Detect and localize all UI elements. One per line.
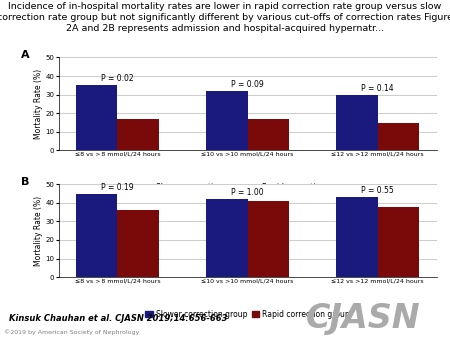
Bar [117, 210, 159, 277]
Legend: Slower correction group, Rapid correction group: Slower correction group, Rapid correctio… [142, 307, 353, 322]
Bar [206, 199, 248, 277]
Bar [378, 207, 419, 277]
Bar [378, 122, 419, 150]
Text: P = 1.00: P = 1.00 [231, 188, 264, 197]
Bar [248, 119, 289, 150]
Text: ©2019 by American Society of Nephrology: ©2019 by American Society of Nephrology [4, 329, 140, 335]
Bar [76, 193, 117, 277]
Text: A: A [21, 50, 29, 60]
Text: P = 0.55: P = 0.55 [361, 186, 394, 195]
Text: CJASN: CJASN [306, 301, 421, 335]
Text: P = 0.09: P = 0.09 [231, 80, 264, 89]
Text: Kinsuk Chauhan et al. CJASN 2019;14:656-663: Kinsuk Chauhan et al. CJASN 2019;14:656-… [9, 314, 228, 323]
Bar [248, 201, 289, 277]
Text: Incidence of in-hospital mortality rates are lower in rapid correction rate grou: Incidence of in-hospital mortality rates… [0, 2, 450, 33]
Legend: Slower correction group, Rapid correction group: Slower correction group, Rapid correctio… [142, 180, 353, 195]
Text: B: B [21, 177, 29, 187]
Y-axis label: Mortality Rate (%): Mortality Rate (%) [34, 69, 43, 139]
Bar [206, 91, 248, 150]
Bar [336, 95, 378, 150]
Bar [117, 119, 159, 150]
Text: P = 0.14: P = 0.14 [361, 84, 394, 93]
Y-axis label: Mortality Rate (%): Mortality Rate (%) [34, 196, 43, 266]
Bar [76, 85, 117, 150]
Text: P = 0.02: P = 0.02 [101, 74, 134, 83]
Bar [336, 197, 378, 277]
Text: P = 0.19: P = 0.19 [101, 183, 134, 192]
